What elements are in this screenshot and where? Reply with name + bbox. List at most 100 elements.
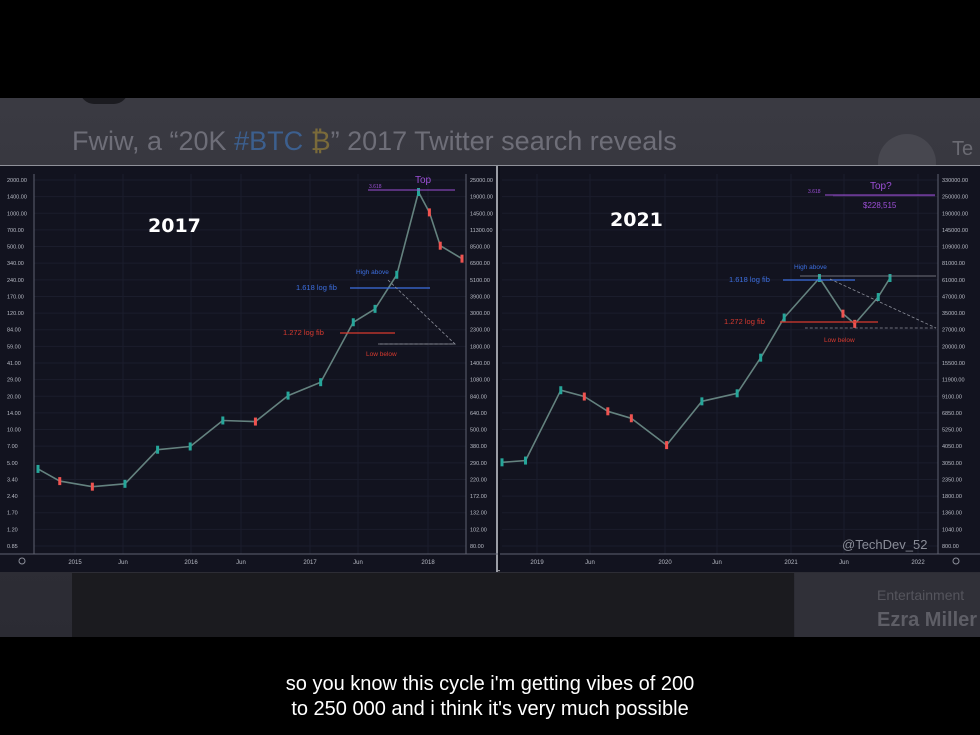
- y-tick-label-left: 1.20: [7, 527, 18, 533]
- y-tick-label-left: 29.00: [7, 378, 21, 384]
- y-tick-label-left: 700.00: [7, 228, 24, 234]
- price-candle: [665, 441, 669, 450]
- tweet-top-avatar-edge: [80, 98, 128, 104]
- y-tick-label-right: 840.00: [470, 394, 487, 400]
- price-candle: [90, 482, 94, 491]
- price-candle: [373, 304, 377, 313]
- y-tick-label-right: 2350.00: [942, 477, 962, 483]
- price-candle: [438, 241, 442, 250]
- price-candle: [782, 313, 786, 322]
- low-below-label: Low below: [366, 351, 397, 358]
- price-candle: [286, 391, 290, 400]
- y-tick-label-left: 10.00: [7, 428, 21, 434]
- y-tick-label-right: 380.00: [470, 444, 487, 450]
- price-candle: [735, 389, 739, 398]
- y-tick-label-right: 220.00: [470, 477, 487, 483]
- price-candle: [36, 464, 40, 473]
- price-candle: [700, 397, 704, 406]
- watermark: @TechDev_52: [842, 537, 927, 552]
- chart-2021-svg: 330000.00 250000.00 190000.00 145000.00 1090…: [500, 174, 980, 566]
- y-tick-label-right: 11900.00: [942, 378, 965, 384]
- top-target-value: $228,515: [863, 201, 897, 210]
- caption-line-1: so you know this cycle i'm getting vibes…: [285, 673, 695, 695]
- y-tick-label-left: 340.00: [7, 261, 24, 267]
- dashed-triangle: [380, 279, 456, 345]
- y-tick-label-right: 1360.00: [942, 511, 962, 517]
- price-candle: [582, 392, 586, 401]
- y-tick-label-right: 61000.00: [942, 278, 965, 284]
- y-tick-label-right: 11300.00: [470, 228, 493, 234]
- y-tick-label-right: 500.00: [470, 428, 487, 434]
- x-tick-label: 2017: [303, 560, 317, 566]
- y-tick-label-right: 3000.00: [470, 311, 490, 317]
- y-tick-label-right: 172.00: [470, 494, 487, 500]
- dashed-triangle: [805, 278, 937, 329]
- x-tick-label: 2022: [911, 560, 925, 566]
- price-line: [37, 191, 463, 488]
- chart-2017-svg: 2000.00 1400.00 1000.00 700.00 500.00 340.00 2…: [0, 174, 498, 566]
- y-tick-label-left: 500.00: [7, 245, 24, 251]
- y-tick-label-left: 1.70: [7, 511, 18, 517]
- price-candle: [417, 188, 421, 196]
- x-tick-label: Jun: [712, 560, 722, 566]
- x-tick-label: 2021: [784, 560, 798, 566]
- tweet-media-image[interactable]: [72, 573, 794, 637]
- price-candle: [427, 208, 431, 217]
- x-tick-label: 2018: [421, 560, 435, 566]
- y-tick-label-right: 1080.00: [470, 378, 490, 384]
- y-tick-label-left: 170.00: [7, 294, 24, 300]
- y-tick-label-right: 19000.00: [470, 195, 493, 201]
- settings-gear-icon: [952, 557, 960, 565]
- chart-title: 2021: [610, 209, 663, 231]
- fib-1272-label: 1.272 log fib: [283, 328, 324, 337]
- price-candle: [817, 274, 821, 282]
- y-tick-label-right: 6850.00: [942, 411, 962, 417]
- price-candle: [319, 378, 323, 387]
- chart-screenshot: 2000.00 1400.00 1000.00 700.00 500.00 340.00 2…: [0, 165, 980, 572]
- y-tick-label-right: 1800.00: [470, 344, 490, 350]
- y-tick-label-right: 5250.00: [942, 428, 962, 434]
- tweet-hashtag[interactable]: #BTC: [234, 126, 304, 156]
- y-tick-label-right: 4050.00: [942, 444, 962, 450]
- subtitle-caption: so you know this cycle i'm getting vibes…: [0, 672, 980, 722]
- y-tick-label-right: 800.00: [942, 544, 959, 550]
- y-tick-label-right: 2300.00: [470, 328, 490, 334]
- y-tick-label-right: 27000.00: [942, 328, 965, 334]
- price-candle: [876, 293, 880, 302]
- x-tick-label: Jun: [236, 560, 246, 566]
- y-tick-label-right: 14500.00: [470, 211, 493, 217]
- y-tick-label-right: 5100.00: [470, 278, 490, 284]
- x-tick-label: Jun: [118, 560, 128, 566]
- price-candle: [606, 407, 610, 416]
- caption-line-2: to 250 000 and i think it's very much po…: [291, 698, 689, 720]
- y-tick-label-right: 330000.00: [942, 178, 968, 184]
- y-tick-label-left: 41.00: [7, 361, 21, 367]
- price-candle: [221, 416, 225, 425]
- letterbox-bottom: [0, 637, 980, 735]
- y-tick-label-left: 120.00: [7, 311, 24, 317]
- y-tick-label-right: 290.00: [470, 461, 487, 467]
- price-candle: [351, 318, 355, 327]
- y-tick-label-right: 109000.00: [942, 245, 968, 251]
- y-tick-label-left: 3.40: [7, 477, 18, 483]
- x-tick-label: Jun: [585, 560, 595, 566]
- price-candle: [559, 386, 563, 395]
- chart-panel-2017: 2000.00 1400.00 1000.00 700.00 500.00 340.00 2…: [0, 166, 498, 572]
- y-tick-label-right: 190000.00: [942, 211, 968, 217]
- y-tick-label-right: 15500.00: [942, 361, 965, 367]
- video-frame[interactable]: Fwiw, a “20K #BTC ₿” 2017 Twitter search…: [0, 98, 980, 637]
- y-tick-label-right: 3900.00: [470, 294, 490, 300]
- x-tick-label: Jun: [839, 560, 849, 566]
- high-above-label: High above: [356, 269, 389, 276]
- y-tick-label-right: 9100.00: [942, 394, 962, 400]
- price-candle: [460, 254, 464, 263]
- y-tick-label-left: 84.00: [7, 328, 21, 334]
- y-tick-label-left: 14.00: [7, 411, 21, 417]
- chart-title: 2017: [148, 215, 201, 237]
- y-tick-label-right: 80.00: [470, 544, 484, 550]
- high-above-label: High above: [794, 264, 827, 271]
- y-tick-label-right: 6500.00: [470, 261, 490, 267]
- price-candle: [888, 274, 892, 282]
- y-tick-label-right: 8500.00: [470, 245, 490, 251]
- trending-card[interactable]: Entertainment Ezra Miller: [795, 573, 980, 637]
